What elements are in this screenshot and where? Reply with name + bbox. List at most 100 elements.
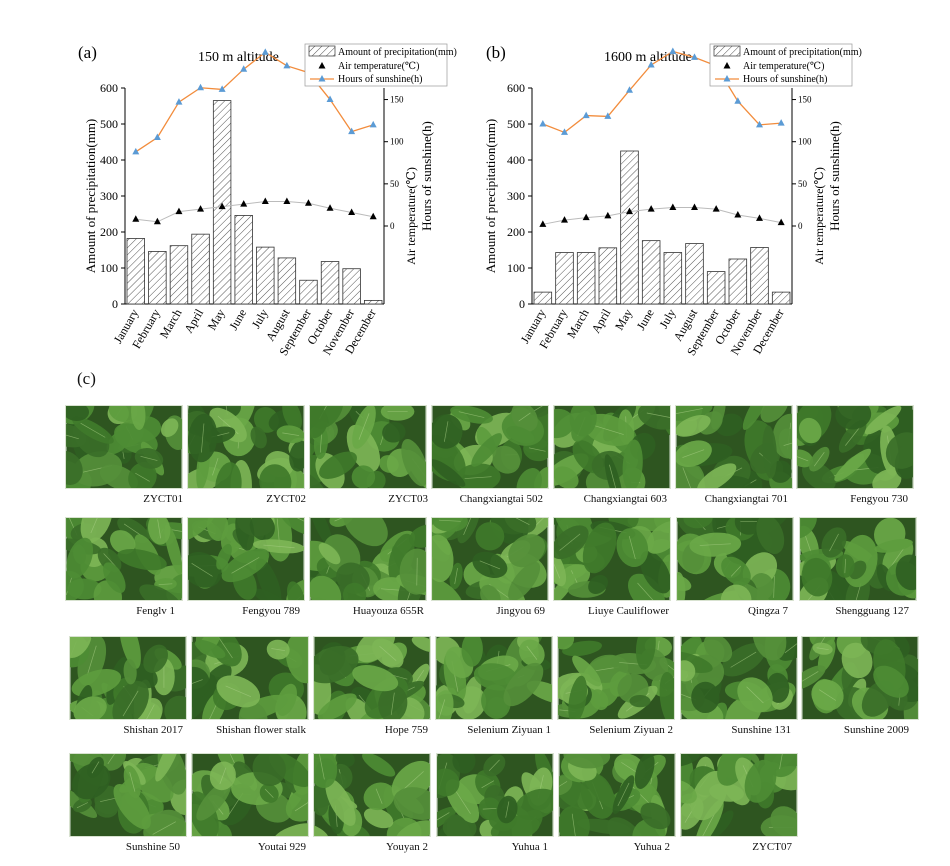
cultivar-photo <box>796 405 914 489</box>
cultivar-caption: Fengyou 730 <box>850 493 908 505</box>
y3-axis-label-1: Air temperature(℃) <box>812 167 826 265</box>
sunshine-point-1 <box>626 86 633 93</box>
temperature-point-1 <box>604 211 612 219</box>
y2-tick-label-1: 50 <box>798 179 808 189</box>
precipitation-bar-1 <box>620 150 639 305</box>
y2-tick-label-0: 100 <box>390 137 404 147</box>
cultivar-photo <box>676 517 794 601</box>
cultivar-photo <box>558 753 676 837</box>
sunshine-point-0 <box>153 133 161 140</box>
y-tick-label-0: 200 <box>100 225 118 239</box>
precipitation-bar-0 <box>191 233 210 305</box>
temperature-point-1 <box>669 203 677 210</box>
precipitation-bar-1 <box>663 252 683 305</box>
legend-label-1: Hours of sunshine(h) <box>743 74 827 85</box>
y-tick-label-1: 200 <box>507 225 525 239</box>
sunshine-point-1 <box>756 120 763 128</box>
chart-title-0: 150 m altitude <box>198 50 279 65</box>
y2-tick-label-0: 0 <box>390 221 395 231</box>
cultivar-photo <box>801 636 919 720</box>
precipitation-bar-1 <box>685 243 704 305</box>
legend-label-0: Hours of sunshine(h) <box>338 74 422 85</box>
legend-label-1: Amount of precipitation(mm) <box>743 47 862 58</box>
temperature-point-0 <box>326 204 334 211</box>
sunshine-point-0 <box>369 120 377 128</box>
legend-label-0: Amount of precipitation(mm) <box>338 47 457 58</box>
temperature-point-0 <box>175 207 183 215</box>
cultivar-caption: Selenium Ziyuan 2 <box>589 724 673 736</box>
sunshine-point-0 <box>197 83 205 91</box>
precipitation-bar-1 <box>641 240 661 305</box>
cultivar-caption: ZYCT02 <box>266 493 306 505</box>
y-tick-label-1: 100 <box>507 261 525 275</box>
sunshine-point-0 <box>218 85 226 92</box>
panel-label-1: (b) <box>486 43 506 62</box>
temperature-point-1 <box>734 211 742 218</box>
legend-swatch-bar-0 <box>308 45 336 57</box>
precipitation-bar-1 <box>706 271 726 305</box>
cultivar-caption: Yuhua 2 <box>633 841 670 853</box>
precipitation-bar-1 <box>533 291 553 305</box>
legend-swatch-bar-1 <box>713 45 741 57</box>
y-tick-label-0: 100 <box>100 261 118 275</box>
y-tick-label-0: 500 <box>100 117 118 131</box>
cultivar-caption: ZYCT03 <box>388 493 428 505</box>
cultivar-caption: Liuye Cauliflower <box>588 605 669 617</box>
temperature-point-0 <box>218 202 226 210</box>
temperature-point-0 <box>197 205 205 212</box>
y2-axis-label-0: Hours of sunshine(h) <box>419 121 434 231</box>
sunshine-point-1 <box>582 111 590 119</box>
sunshine-point-1 <box>734 97 742 104</box>
cultivar-caption: Changxiangtai 603 <box>583 493 667 505</box>
sunshine-point-0 <box>283 61 291 69</box>
precipitation-bar-0 <box>212 100 232 305</box>
cultivar-photo <box>435 636 553 720</box>
cultivar-photo <box>69 753 187 837</box>
cultivar-caption: Hope 759 <box>384 724 428 736</box>
legend-label-1: Air temperature(℃) <box>743 61 824 72</box>
sunshine-point-0 <box>348 127 356 135</box>
sunshine-point-1 <box>561 128 568 135</box>
y-tick-label-1: 300 <box>507 189 525 203</box>
precipitation-bar-0 <box>148 251 167 305</box>
cultivar-caption: Changxiangtai 502 <box>459 493 543 505</box>
temperature-point-0 <box>261 197 269 205</box>
cultivar-photo <box>431 517 549 601</box>
temperature-point-0 <box>153 217 161 225</box>
legend-label-0: Air temperature(℃) <box>338 61 419 72</box>
cultivar-photo <box>309 405 427 489</box>
precipitation-bar-0 <box>277 257 297 305</box>
cultivar-photo <box>553 517 671 601</box>
y2-axis-label-1: Hours of sunshine(h) <box>827 121 842 231</box>
y-tick-label-0: 300 <box>100 189 118 203</box>
sunshine-point-1 <box>669 47 677 54</box>
cultivar-photo <box>675 405 793 489</box>
legend-swatch-temperature-1 <box>723 62 731 69</box>
cultivar-photo <box>191 636 309 720</box>
precipitation-bar-0 <box>299 279 318 305</box>
y-tick-label-1: 500 <box>507 117 525 131</box>
temperature-point-1 <box>582 213 590 221</box>
cultivar-caption: Huayouza 655R <box>352 605 424 617</box>
temperature-point-1 <box>539 220 547 227</box>
temperature-point-1 <box>691 203 698 210</box>
temperature-point-1 <box>777 218 785 226</box>
temperature-line-1 <box>542 206 782 225</box>
precipitation-bar-1 <box>728 258 748 305</box>
sunshine-line-0 <box>135 51 374 153</box>
cultivar-caption: Qingza 7 <box>747 605 788 617</box>
temperature-point-1 <box>626 207 633 215</box>
y2-tick-label-0: 150 <box>390 95 404 105</box>
precipitation-bar-0 <box>320 261 340 305</box>
precipitation-bar-0 <box>126 238 145 305</box>
cultivar-caption: Yuhua 1 <box>511 841 548 853</box>
cultivar-caption: Fenglv 1 <box>136 605 175 617</box>
sunshine-line-1 <box>542 50 782 134</box>
y-tick-label-1: 600 <box>507 81 525 95</box>
cultivar-photo <box>65 405 183 489</box>
sunshine-point-0 <box>261 48 269 55</box>
cultivar-caption: Jingyou 69 <box>496 605 545 617</box>
precipitation-bar-0 <box>256 246 275 305</box>
cultivar-caption: Fengyou 789 <box>242 605 300 617</box>
